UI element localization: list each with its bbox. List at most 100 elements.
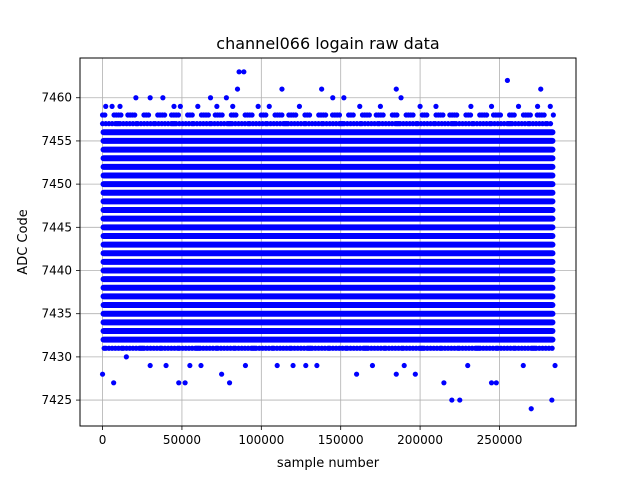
data-point — [520, 362, 526, 369]
edge-code-point — [279, 112, 285, 118]
dense-code-band — [100, 232, 556, 239]
dense-code-band — [100, 336, 556, 343]
dense-code-band — [100, 137, 556, 144]
y-axis-label: ADC Code — [16, 209, 31, 274]
data-point — [123, 354, 129, 360]
data-point — [357, 103, 363, 109]
data-point — [412, 371, 418, 377]
edge-code-point — [440, 112, 446, 118]
data-point — [488, 103, 495, 109]
data-point — [465, 362, 471, 369]
edge-code-point — [467, 112, 474, 118]
y-axis-ticks: 7425 7430 7435 7440 7445 7450 7455 7460 — [41, 91, 80, 407]
dense-band-layer — [99, 112, 556, 351]
x-tick-label: 200000 — [397, 433, 443, 447]
dense-code-band — [100, 302, 556, 309]
data-point — [234, 86, 241, 92]
data-point — [226, 380, 233, 386]
dense-code-band — [100, 198, 556, 205]
edge-code-point — [323, 112, 329, 118]
data-point — [341, 95, 347, 101]
data-point — [319, 86, 325, 92]
data-point — [528, 406, 534, 412]
data-point — [111, 380, 117, 386]
edge-code-point — [424, 112, 430, 118]
data-point — [441, 380, 447, 386]
edge-code-point — [118, 112, 124, 118]
data-point — [538, 86, 544, 92]
y-tick-label: 7435 — [41, 307, 72, 321]
y-tick-label: 7425 — [41, 393, 72, 407]
dense-code-band — [100, 250, 556, 257]
edge-code-point — [550, 112, 556, 118]
edge-code-point — [102, 112, 108, 118]
data-point — [177, 103, 183, 109]
data-point — [160, 95, 166, 101]
y-tick-label: 7430 — [41, 350, 72, 364]
data-point — [147, 95, 153, 101]
x-axis-ticks: 0 50000 100000 150000 200000 250000 — [99, 426, 522, 447]
data-point — [242, 362, 249, 369]
data-point — [182, 380, 188, 386]
dense-code-band — [100, 224, 556, 231]
x-axis-label: sample number — [277, 456, 380, 471]
y-tick-label: 7440 — [41, 264, 72, 278]
data-point — [198, 362, 204, 369]
dense-code-band — [100, 293, 556, 300]
data-point — [266, 103, 272, 109]
dense-code-band — [100, 267, 556, 274]
data-point — [488, 380, 495, 386]
edge-code-point — [547, 121, 554, 127]
data-point — [393, 86, 399, 92]
data-point — [515, 103, 522, 109]
data-point — [552, 362, 558, 369]
edge-code-point — [394, 112, 400, 118]
data-point — [457, 397, 463, 403]
data-point — [468, 103, 474, 109]
data-point — [223, 95, 229, 101]
x-tick-label: 150000 — [318, 433, 364, 447]
data-point — [195, 103, 201, 109]
edge-code-point — [366, 112, 372, 118]
dense-code-band — [100, 258, 556, 265]
chart-title: channel066 logain raw data — [216, 34, 439, 53]
data-point — [103, 103, 109, 109]
data-point — [99, 371, 106, 377]
data-point — [504, 77, 511, 84]
data-point — [433, 103, 439, 109]
x-tick-label: 100000 — [238, 433, 284, 447]
data-point — [176, 380, 182, 386]
data-point — [241, 69, 247, 75]
dense-code-band — [100, 215, 556, 222]
data-point — [290, 362, 296, 369]
data-point — [117, 103, 123, 109]
data-point — [187, 362, 193, 369]
edge-code-point — [410, 112, 416, 118]
edge-code-point — [162, 112, 168, 118]
data-point — [398, 95, 404, 101]
y-tick-label: 7450 — [41, 177, 72, 191]
data-point — [296, 103, 303, 109]
edge-code-point — [454, 112, 460, 118]
data-point — [330, 95, 336, 101]
dense-code-band — [100, 284, 556, 291]
data-point — [547, 103, 553, 109]
plot-frame — [79, 57, 577, 427]
dense-code-band — [100, 276, 556, 283]
x-tick-label: 50000 — [163, 433, 201, 447]
data-point — [236, 69, 242, 75]
data-point — [279, 86, 285, 92]
edge-code-point — [306, 112, 313, 118]
edge-code-point — [336, 112, 343, 118]
dense-code-band — [100, 310, 556, 317]
edge-code-point — [549, 345, 555, 351]
dense-code-band — [100, 327, 556, 334]
data-point — [255, 103, 261, 109]
data-point — [353, 371, 360, 377]
dense-code-band — [100, 189, 556, 196]
dense-code-band — [100, 146, 556, 153]
edge-code-point — [219, 112, 225, 118]
data-point — [133, 95, 139, 101]
edge-code-point — [189, 112, 195, 118]
